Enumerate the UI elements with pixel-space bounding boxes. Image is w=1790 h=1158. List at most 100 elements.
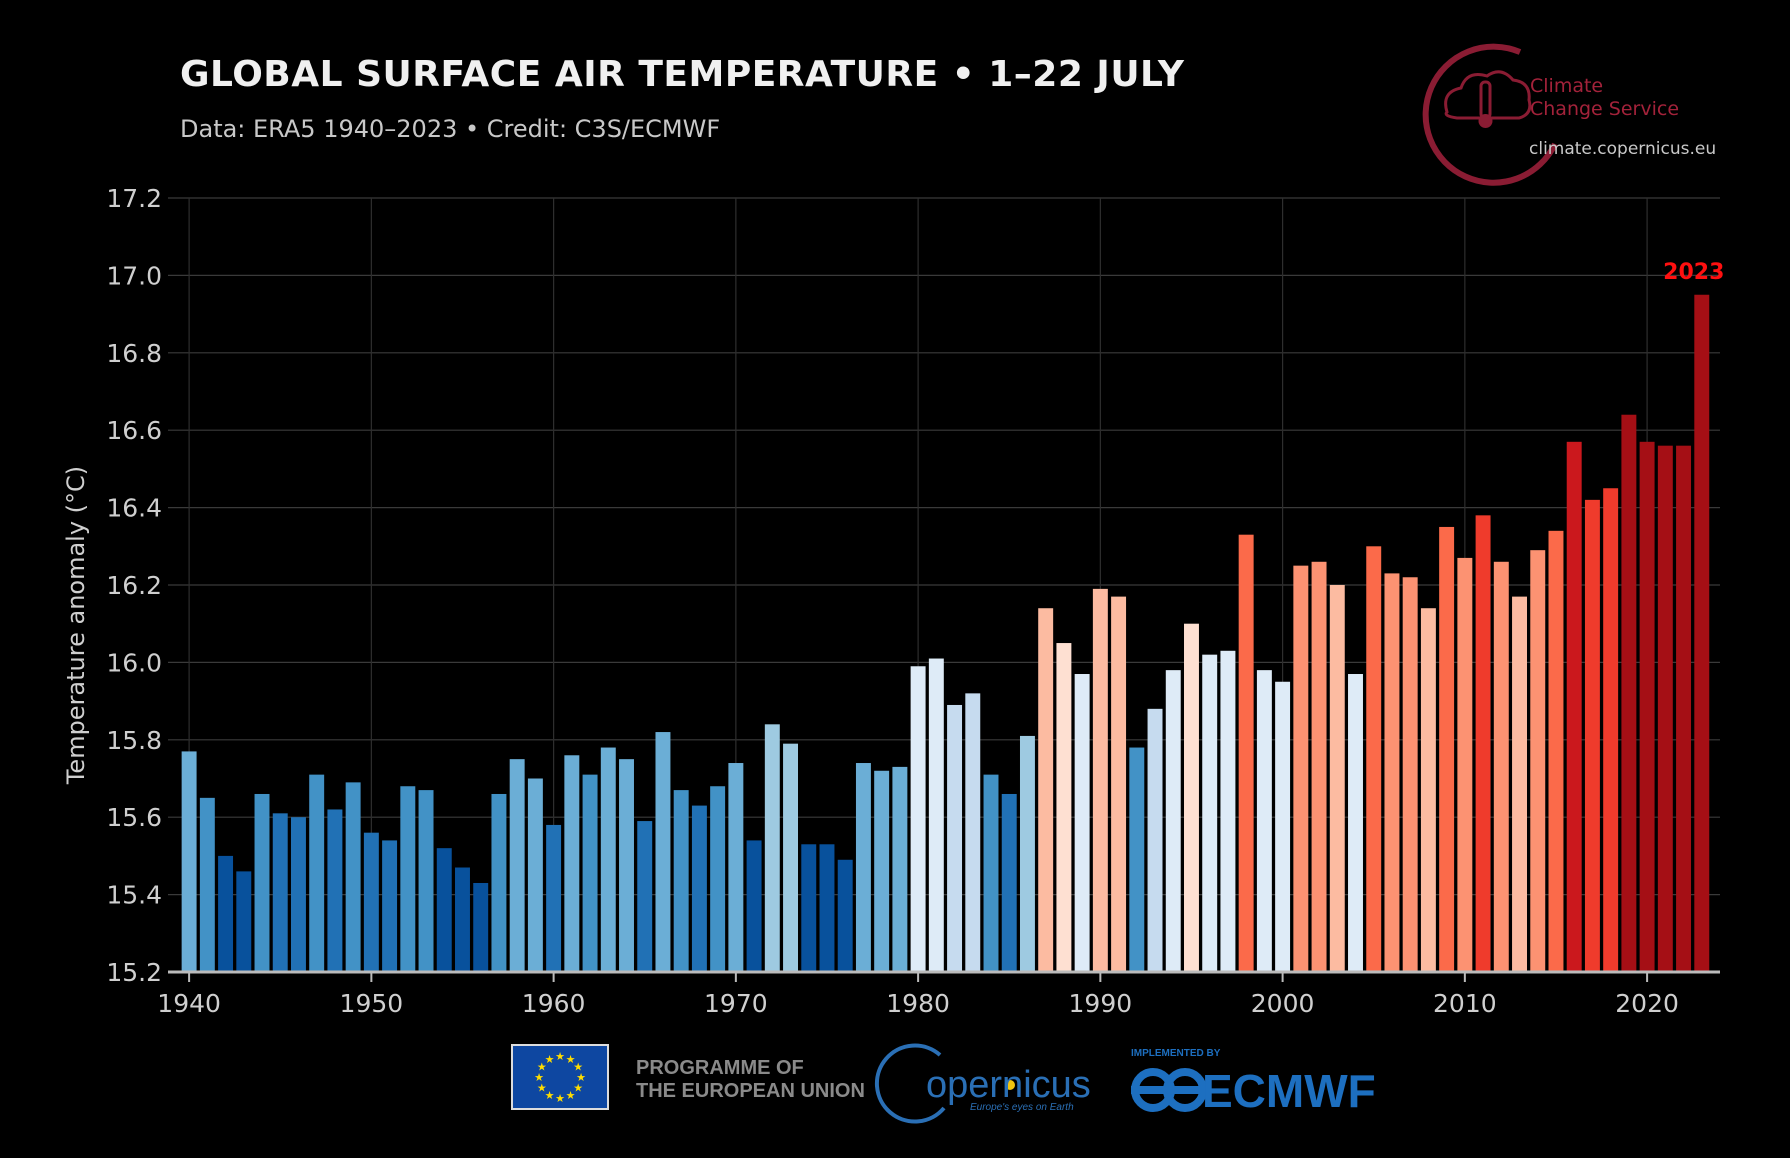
bar-1977 [855, 763, 871, 972]
highlight-label: 2023 [1663, 260, 1724, 285]
bar-2021 [1657, 445, 1673, 972]
eu-text-line1: PROGRAMME OF [636, 1057, 804, 1079]
bar-1974 [801, 844, 817, 972]
bar-1979 [892, 766, 908, 972]
bar-1959 [527, 778, 543, 972]
bar-1966 [655, 732, 671, 972]
y-tick-label: 17.0 [106, 261, 162, 290]
bar-1983 [965, 693, 981, 972]
c3s-logo[interactable]: Climate Change Service climate.copernicu… [1422, 43, 1716, 186]
bar-2004 [1348, 674, 1363, 972]
eu-star: ★ [545, 1053, 555, 1066]
eu-logo[interactable]: ★ ★★★★★★★★★★★ PROGRAMME OF THE EUROPEAN U… [511, 1044, 865, 1110]
eu-stars-icon: ★ ★★★★★★★★★★★ [534, 1050, 586, 1105]
x-tick-label: 1960 [522, 989, 586, 1018]
copernicus-tagline: Europe's eyes on Earth [970, 1102, 1074, 1113]
bar-1978 [874, 770, 890, 972]
y-tick-label: 15.8 [106, 726, 162, 755]
y-tick-label: 15.6 [106, 803, 162, 832]
eu-star: ★ [534, 1071, 544, 1084]
bar-1952 [400, 786, 416, 972]
bar-1964 [619, 759, 634, 972]
y-tick-label: 16.0 [106, 648, 162, 677]
bar-1949 [345, 782, 361, 972]
bar-1993 [1147, 708, 1163, 972]
bar-2018 [1603, 488, 1619, 972]
bar-1940 [181, 751, 197, 972]
copernicus-logo[interactable]: opernicus Europe's eyes on Earth [874, 1043, 1091, 1124]
bar-1958 [509, 759, 525, 972]
bar-1998 [1238, 534, 1254, 972]
bar-1985 [1001, 793, 1017, 972]
bar-1945 [272, 813, 288, 972]
eu-star: ★ [545, 1089, 555, 1102]
bar-1982 [947, 704, 963, 972]
eu-flag-icon [511, 1044, 609, 1110]
chart-title: GLOBAL SURFACE AIR TEMPERATURE • 1–22 JU… [180, 54, 1185, 95]
bar-1946 [290, 817, 306, 972]
bar-1996 [1202, 654, 1218, 972]
bar-2014 [1530, 550, 1546, 972]
y-tick-label: 16.8 [106, 339, 162, 368]
bar-2016 [1566, 441, 1582, 972]
bar-1986 [1019, 735, 1035, 972]
bar-1956 [473, 882, 489, 972]
eu-star: ★ [537, 1061, 547, 1074]
bar-1987 [1038, 608, 1054, 972]
bar-2023 [1694, 294, 1710, 972]
thermometer-bulb [1478, 114, 1493, 128]
bar-1990 [1092, 588, 1108, 972]
bar-2005 [1366, 546, 1382, 972]
x-tick-label: 2020 [1615, 989, 1679, 1018]
y-tick-label: 15.2 [106, 958, 162, 987]
bar-1997 [1220, 650, 1236, 972]
bar-1984 [983, 774, 999, 972]
bar-2006 [1384, 573, 1400, 972]
bar-1989 [1074, 674, 1090, 972]
bar-1960 [546, 824, 562, 972]
bar-1967 [673, 790, 689, 972]
bar-1976 [837, 859, 853, 972]
y-tick-label: 15.4 [106, 881, 162, 910]
bar-1971 [746, 840, 762, 972]
bar-1988 [1056, 643, 1072, 972]
x-tick-label: 2010 [1433, 989, 1497, 1018]
eu-star: ★ [555, 1050, 565, 1063]
x-tick-label: 1940 [157, 989, 221, 1018]
bar-2009 [1439, 526, 1455, 972]
bar-1951 [382, 840, 398, 972]
bar-2003 [1329, 585, 1345, 972]
bar-2008 [1420, 608, 1436, 972]
bar-1944 [254, 793, 270, 972]
bar-2015 [1548, 530, 1564, 972]
bar-2001 [1293, 565, 1309, 972]
ecmwf-logo[interactable]: IMPLEMENTED BY ECMWF [1131, 1048, 1376, 1117]
bar-2010 [1457, 557, 1473, 972]
bar-2012 [1493, 561, 1509, 972]
bar-1970 [728, 763, 744, 972]
c3s-url[interactable]: climate.copernicus.eu [1529, 139, 1716, 159]
bar-2000 [1275, 681, 1291, 972]
x-tick-label: 1950 [340, 989, 404, 1018]
copernicus-dot-icon [1005, 1080, 1015, 1090]
bar-1943 [236, 871, 252, 972]
bar-2020 [1639, 441, 1655, 972]
bar-2017 [1584, 499, 1600, 972]
bar-1995 [1184, 623, 1199, 972]
y-tick-label: 17.2 [106, 184, 162, 213]
eu-star: ★ [537, 1082, 547, 1095]
bar-1948 [327, 809, 343, 972]
cloud-icon [1444, 70, 1532, 120]
x-tick-label: 1980 [886, 989, 950, 1018]
bar-1950 [363, 832, 379, 972]
chart-subtitle: Data: ERA5 1940–2023 • Credit: C3S/ECMWF [180, 115, 720, 143]
bar-1972 [764, 724, 780, 972]
bar-2007 [1402, 577, 1418, 972]
bar-1973 [783, 743, 799, 972]
bar-1992 [1129, 747, 1145, 972]
bar-2002 [1311, 561, 1327, 972]
bar-1991 [1111, 596, 1127, 972]
bar-1947 [309, 774, 325, 972]
bar-1954 [436, 848, 452, 972]
bar-1981 [928, 658, 944, 972]
